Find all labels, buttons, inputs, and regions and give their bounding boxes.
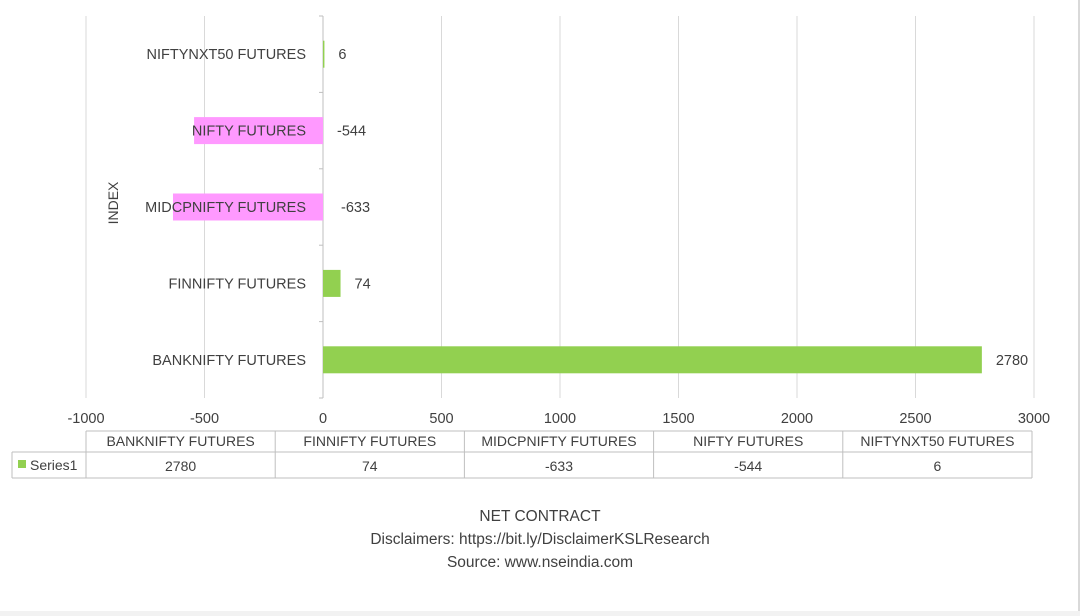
x-tick-label: 2000 (781, 411, 813, 427)
table-value: 74 (362, 458, 378, 474)
x-axis-title: NET CONTRACT (479, 508, 601, 525)
table-value: -633 (545, 458, 573, 474)
bar (323, 40, 325, 68)
data-label: 74 (355, 276, 371, 292)
bar (323, 269, 341, 297)
x-tick-label: -500 (190, 411, 219, 427)
bar (323, 346, 982, 374)
x-tick-label: 3000 (1018, 411, 1050, 427)
legend-swatch (18, 460, 26, 468)
data-label: 6 (338, 47, 346, 63)
table-header: MIDCPNIFTY FUTURES (481, 433, 636, 449)
table-value: -544 (734, 458, 762, 474)
category-label: NIFTYNXT50 FUTURES (146, 47, 306, 63)
table-header: FINNIFTY FUTURES (303, 433, 436, 449)
category-label: BANKNIFTY FUTURES (152, 353, 306, 369)
x-tick-label: 1500 (662, 411, 694, 427)
legend-label: Series1 (30, 457, 78, 473)
data-label: -544 (337, 124, 366, 140)
x-tick-label: 1000 (544, 411, 576, 427)
table-header: NIFTY FUTURES (693, 433, 803, 449)
bar (172, 193, 323, 221)
x-tick-label: 500 (429, 411, 453, 427)
table-header: NIFTYNXT50 FUTURES (860, 433, 1014, 449)
bar (194, 117, 323, 145)
category-label: MIDCPNIFTY FUTURES (145, 200, 306, 216)
table-header: BANKNIFTY FUTURES (106, 433, 254, 449)
data-label: 2780 (996, 353, 1028, 369)
x-tick-label: 0 (319, 411, 327, 427)
table-value: 6 (934, 458, 942, 474)
category-label: FINNIFTY FUTURES (169, 276, 306, 292)
source-text: Source: www.nseindia.com (446, 554, 634, 571)
disclaimer-text: Disclaimers: https://bit.ly/DisclaimerKS… (370, 531, 710, 548)
data-label: -633 (341, 200, 370, 216)
category-label: NIFTY FUTURES (192, 124, 306, 140)
x-tick-label: 2500 (899, 411, 931, 427)
x-tick-label: -1000 (67, 411, 104, 427)
table-value: 2780 (165, 458, 196, 474)
y-axis-title: INDEX (105, 181, 121, 224)
